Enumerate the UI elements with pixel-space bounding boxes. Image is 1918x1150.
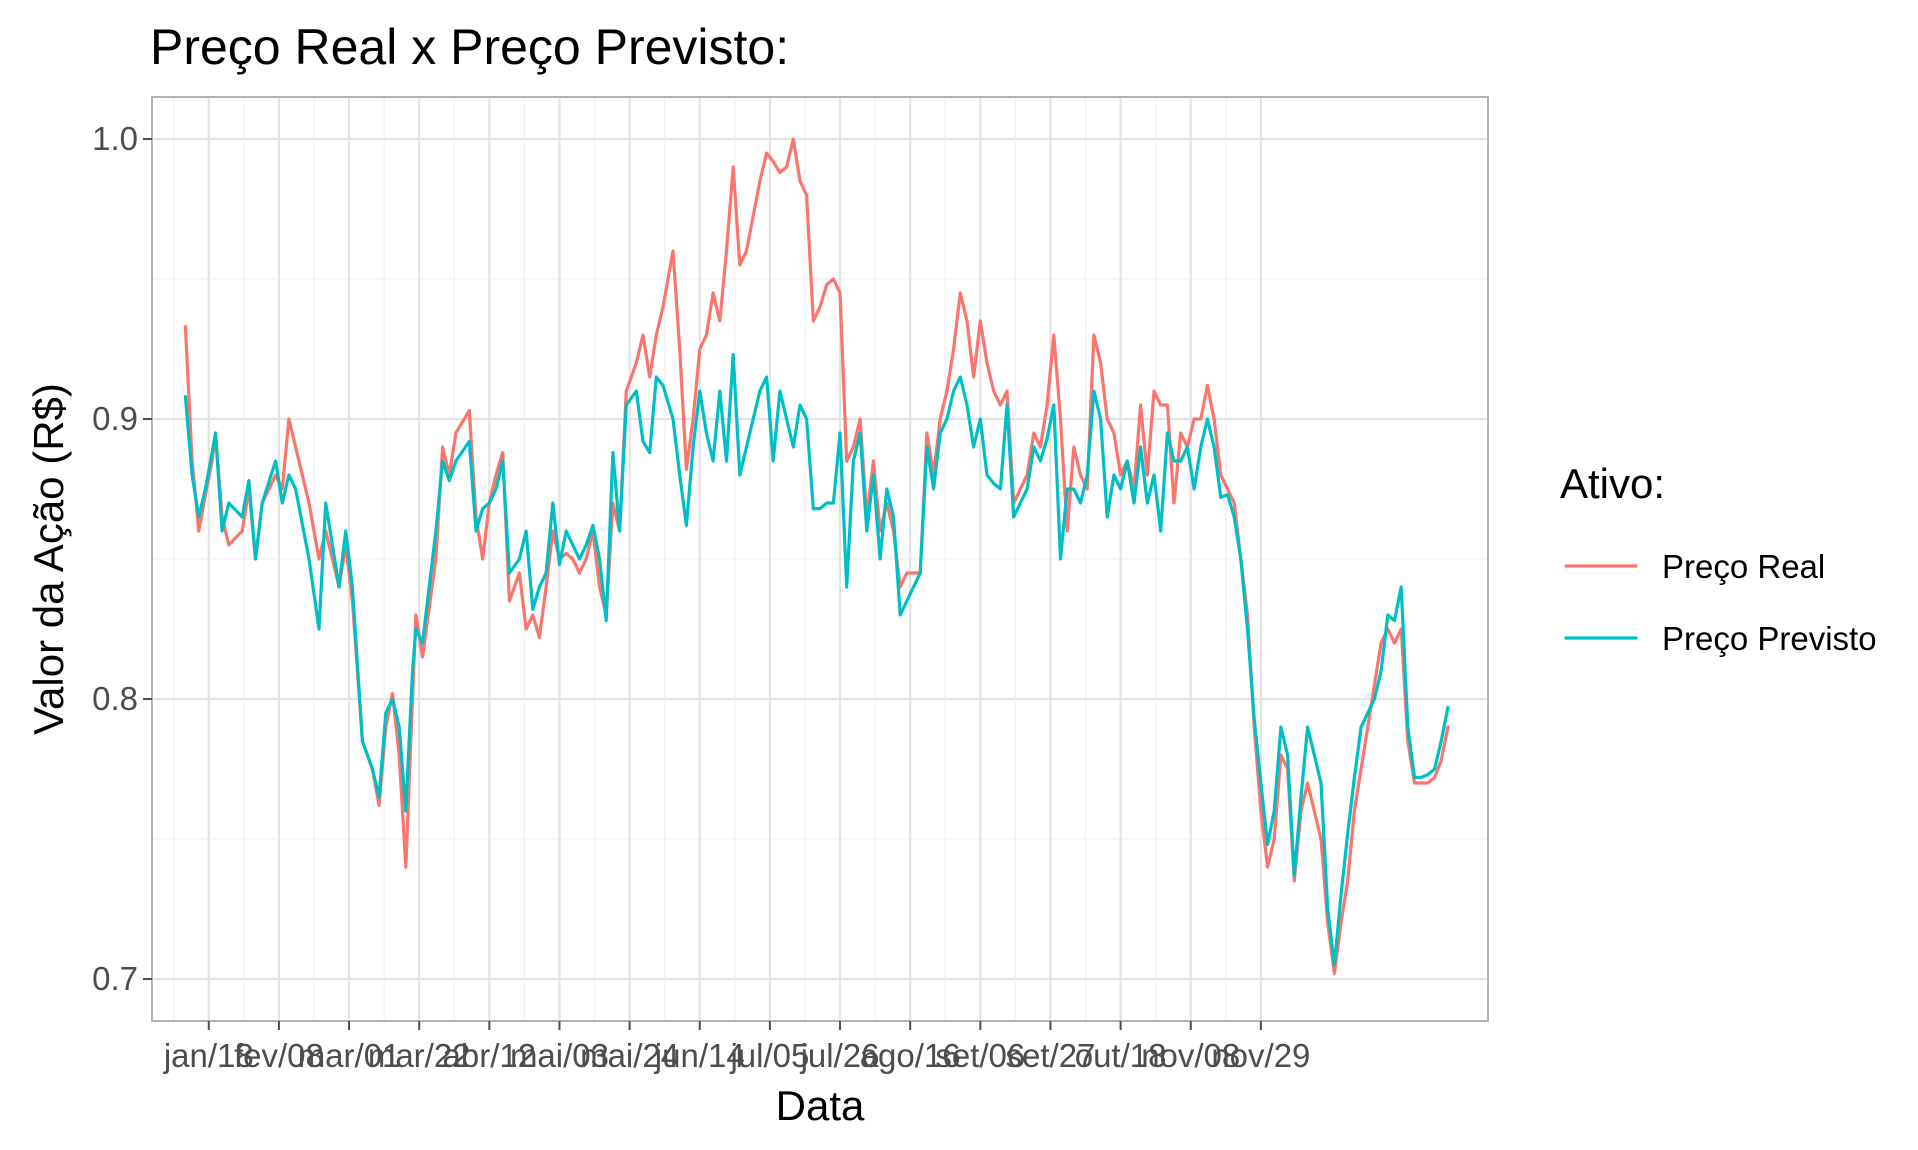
x-tick-label: out/18 [1075,1037,1167,1074]
y-tick-label: 0.8 [92,680,138,717]
x-tick-label: jan/18 [163,1037,254,1074]
y-tick-label: 1.0 [92,120,138,157]
x-tick-label: fev/08 [234,1037,324,1074]
x-axis: jan/18fev/08mar/01mar/22abr/12mai/03mai/… [163,1021,1310,1074]
x-tick-label: mai/03 [510,1037,609,1074]
series-line-preco-previsto [183,353,1450,967]
x-axis-title: Data [776,1082,865,1129]
x-tick-label: jul/26 [800,1037,880,1074]
x-tick-label: abr/12 [443,1037,537,1074]
series-line-preco-real [183,137,1450,976]
x-tick-label: nov/29 [1211,1037,1310,1074]
y-axis: 0.7 0.8 0.9 1.0 [92,120,152,997]
series-lines [183,137,1450,976]
x-tick-label: mar/22 [368,1037,471,1074]
plot-grid [152,97,1488,1021]
y-tick-label: 0.9 [92,400,138,437]
legend-label-preco-previsto: Preço Previsto [1662,620,1877,657]
x-tick-label: set/27 [1006,1037,1096,1074]
x-tick-label: set/06 [935,1037,1025,1074]
y-axis-title: Valor da Ação (R$) [25,383,72,735]
legend: Ativo: Preço Real Preço Previsto [1560,460,1877,657]
x-tick-label: jun/14 [654,1037,745,1074]
x-tick-label: jul/05 [729,1037,809,1074]
legend-title: Ativo: [1560,460,1665,507]
x-tick-label: ago/16 [860,1037,961,1074]
x-tick-label: mar/01 [298,1037,401,1074]
x-tick-label: mai/24 [580,1037,679,1074]
plot-panel-border [151,96,1489,1022]
legend-label-preco-real: Preço Real [1662,548,1825,585]
x-tick-label: nov/08 [1141,1037,1240,1074]
y-tick-label: 0.7 [92,960,138,997]
chart-title: Preço Real x Preço Previsto: [150,19,789,75]
